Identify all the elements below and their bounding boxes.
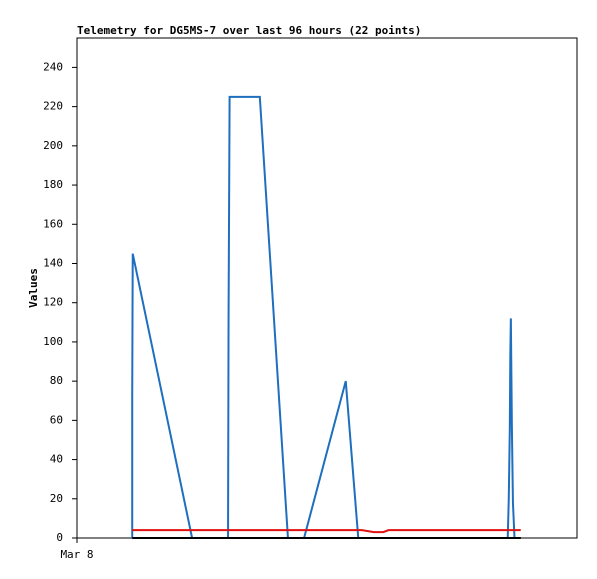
y-tick-label: 220 xyxy=(43,100,63,113)
y-tick-label: 20 xyxy=(50,492,63,505)
y-tick-label: 60 xyxy=(50,413,63,426)
y-tick-label: 40 xyxy=(50,453,63,466)
y-tick-label: 200 xyxy=(43,139,63,152)
y-tick-label: 180 xyxy=(43,178,63,191)
y-tick-label: 240 xyxy=(43,60,63,73)
x-tick-label: Mar 8 xyxy=(60,548,93,561)
y-tick-label: 0 xyxy=(56,531,63,544)
y-tick-label: 100 xyxy=(43,335,63,348)
y-tick-label: 120 xyxy=(43,296,63,309)
series-line xyxy=(132,529,521,534)
y-tick-label: 140 xyxy=(43,256,63,269)
y-axis-label: Values xyxy=(27,268,40,308)
y-tick-label: 160 xyxy=(43,217,63,230)
chart-title: Telemetry for DG5MS-7 over last 96 hours… xyxy=(77,24,421,37)
y-tick-label: 80 xyxy=(50,374,63,387)
